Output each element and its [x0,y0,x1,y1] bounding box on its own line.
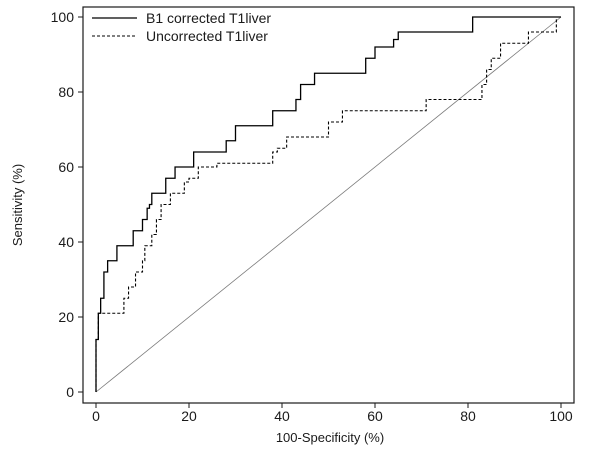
x-tick-label: 20 [181,408,197,424]
x-tick-label: 100 [549,408,573,424]
legend-label-b1-corrected: B1 corrected T1liver [146,10,271,26]
reference-diagonal-line [95,16,562,393]
x-tick-label: 40 [274,408,290,424]
x-tick-label: 80 [460,408,476,424]
plot-frame [82,6,575,404]
legend-label-uncorrected: Uncorrected T1liver [146,28,268,44]
series-line-b1-corrected [95,16,561,392]
x-axis-label: 100-Specificity (%) [276,430,384,445]
series-line-uncorrected [95,16,561,392]
y-axis-ticks: 0 20 40 60 80 100 [51,9,83,400]
x-axis-ticks: 0 20 40 60 80 100 [92,403,573,424]
x-tick-label: 0 [92,408,100,424]
y-axis-label: Sensitivity (%) [10,164,25,246]
y-tick-label: 60 [58,159,74,175]
series-layer [95,16,561,392]
y-tick-label: 40 [58,234,74,250]
reference-line-layer [95,16,562,393]
y-tick-label: 100 [51,9,75,25]
y-tick-label: 80 [58,84,74,100]
y-tick-label: 0 [66,384,74,400]
y-tick-label: 20 [58,309,74,325]
legend: B1 corrected T1liver Uncorrected T1liver [92,10,271,44]
x-tick-label: 60 [367,408,383,424]
